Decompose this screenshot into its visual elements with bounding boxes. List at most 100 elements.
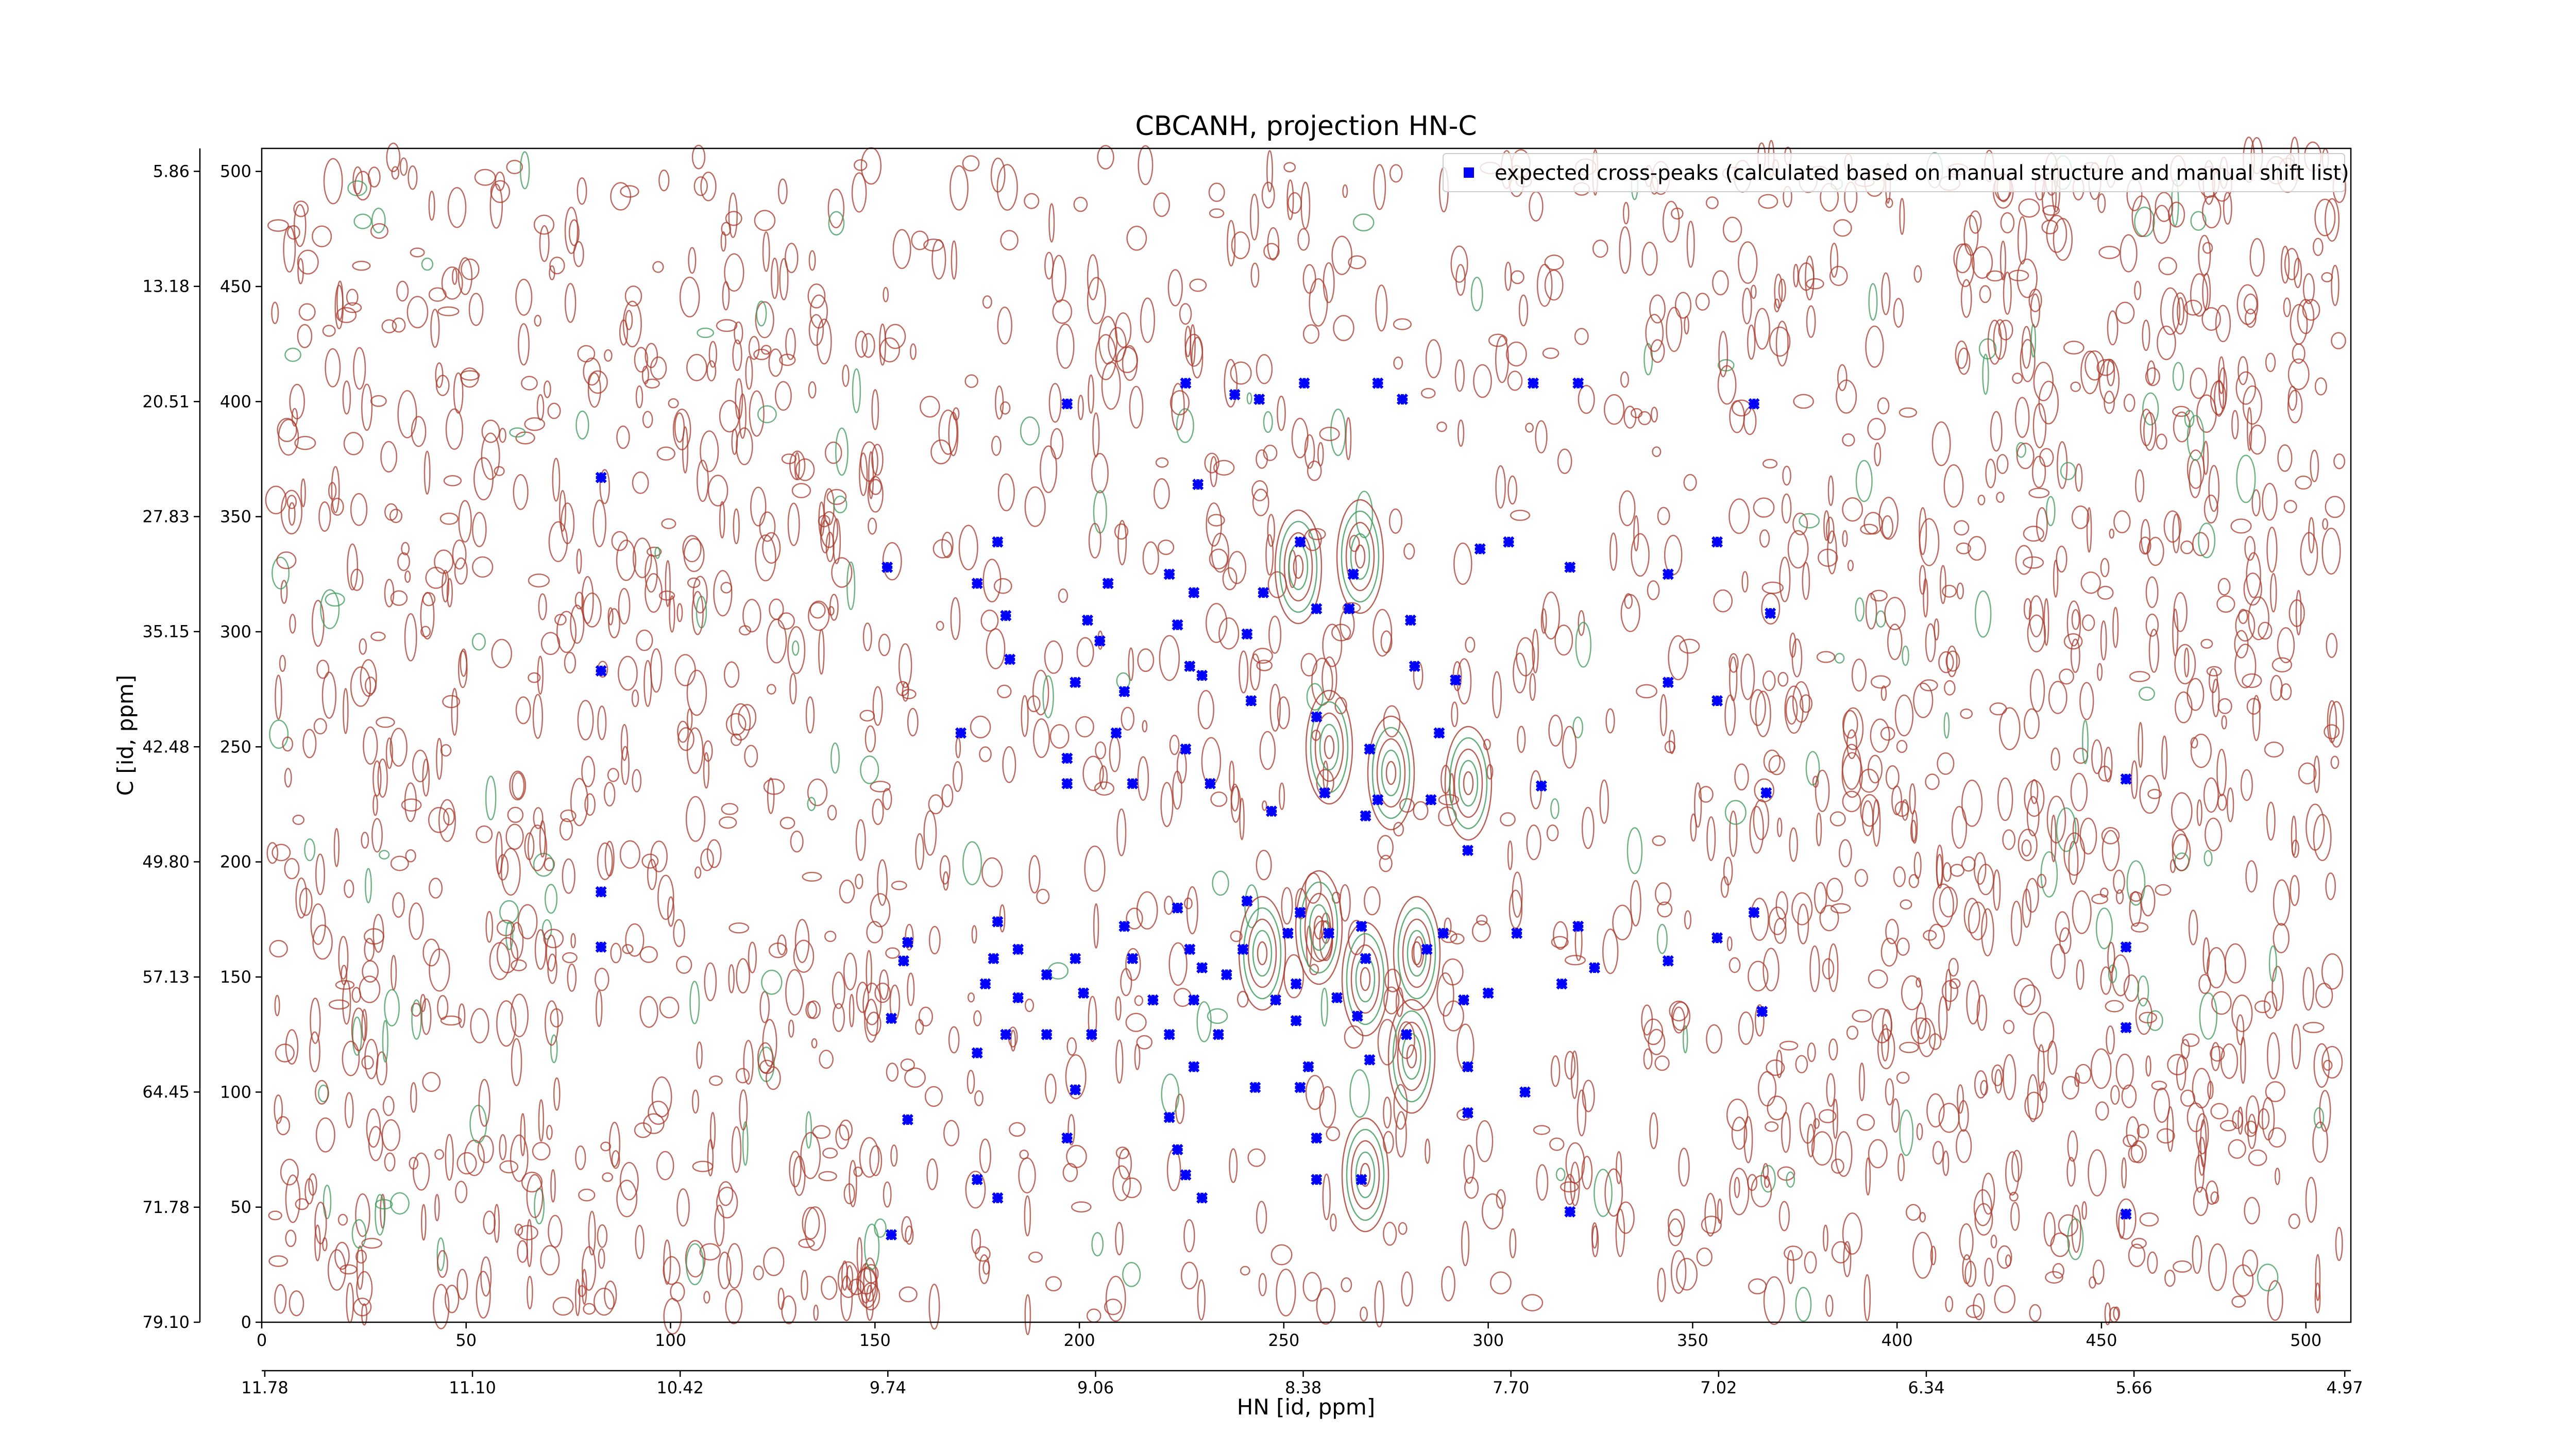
noise-contour [2121,1157,2127,1189]
noise-contour [2265,352,2276,373]
noise-contour [1510,510,1531,521]
noise-contour [438,799,456,843]
noise-contour [543,380,551,398]
noise-contour [1936,854,1943,886]
noise-contour [2206,666,2222,677]
noise-contour [422,938,440,967]
noise-contour [2258,1108,2270,1130]
noise-contour [2147,788,2162,799]
noise-contour [2244,1120,2258,1137]
noise-contour [372,914,384,953]
cross-peak [1404,614,1416,626]
noise-contour [1712,270,1729,296]
noise-contour [1529,673,1536,701]
noise-contour [1747,324,1756,360]
noise-contour [1813,1118,1820,1129]
noise-contour [538,1099,545,1142]
noise-contour [499,900,519,924]
noise-contour [1300,181,1311,229]
noise-contour [2039,1081,2048,1103]
noise-contour [1261,800,1267,811]
noise-contour [2057,441,2068,489]
noise-contour [1961,856,1976,872]
noise-contour [1870,589,1888,602]
noise-contour [1581,1155,1593,1190]
cross-peak [1360,953,1371,965]
noise-contour [428,878,443,899]
noise-contour [2214,379,2225,417]
peak-contour [1350,1140,1380,1210]
noise-contour [2264,742,2284,758]
noise-contour [472,556,494,578]
noise-contour [686,353,707,381]
noise-contour [2200,638,2213,649]
noise-contour [323,1184,332,1220]
noise-contour [607,607,614,626]
noise-contour [2196,799,2202,827]
noise-contour [1122,1262,1141,1287]
noise-contour [1816,651,1836,663]
noise-contour [1086,1308,1101,1323]
noise-contour [898,643,912,688]
noise-contour [408,165,418,190]
noise-contour [2194,1154,2205,1193]
noise-contour [445,1134,454,1181]
noise-contour [652,261,664,273]
noise-contour [2033,362,2054,401]
noise-contour [2106,1025,2115,1055]
noise-contour [1728,653,1739,673]
noise-contour [2130,1140,2147,1164]
noise-contour [1762,1163,1769,1180]
noise-contour [1882,515,1894,539]
noise-contour [279,654,286,672]
noise-contour [1413,936,1425,968]
noise-contour [995,385,1004,420]
noise-contour [1734,763,1749,791]
noise-contour [1768,755,1785,776]
noise-contour [2105,1000,2124,1013]
noise-contour [1865,1157,1871,1196]
noise-contour [285,1029,299,1065]
y2-tick-label: 49.80 [142,852,190,871]
noise-contour [2312,238,2324,256]
noise-contour [526,1219,533,1268]
noise-contour [595,990,603,1027]
noise-contour [597,705,607,740]
cross-peak [1311,1132,1323,1144]
noise-contour [2216,749,2227,797]
noise-contour [728,964,735,993]
noise-contour [1819,905,1839,932]
noise-contour [1842,433,1855,447]
noise-contour [1511,270,1524,284]
noise-contour [280,580,288,604]
noise-contour [1774,298,1780,313]
cross-peak [971,578,983,589]
noise-contour [962,841,982,885]
noise-contour [2081,614,2095,631]
noise-contour [2335,1226,2343,1261]
noise-contour [2290,304,2308,345]
noise-contour [1641,1004,1653,1036]
noise-contour [1093,903,1099,949]
cross-peak [1188,1061,1200,1073]
noise-contour [1420,387,1436,399]
noise-contour [1002,746,1016,783]
noise-contour [506,160,523,175]
noise-contour [1018,1157,1036,1193]
noise-contour [598,1248,605,1269]
noise-contour [2024,780,2045,817]
noise-contour [2315,983,2333,1008]
noise-contour [545,1000,559,1046]
noise-contour [390,590,408,606]
noise-contour [1270,1244,1293,1266]
noise-contour [2109,528,2115,539]
noise-contour [1847,560,1854,571]
cross-peak [1294,906,1306,919]
noise-contour [868,517,877,535]
noise-contour [1662,200,1680,243]
noise-contour [863,1257,877,1302]
noise-contour [1383,705,1401,738]
noise-contour [1550,798,1560,819]
noise-contour [1213,460,1235,476]
cross-peak [885,1013,897,1024]
